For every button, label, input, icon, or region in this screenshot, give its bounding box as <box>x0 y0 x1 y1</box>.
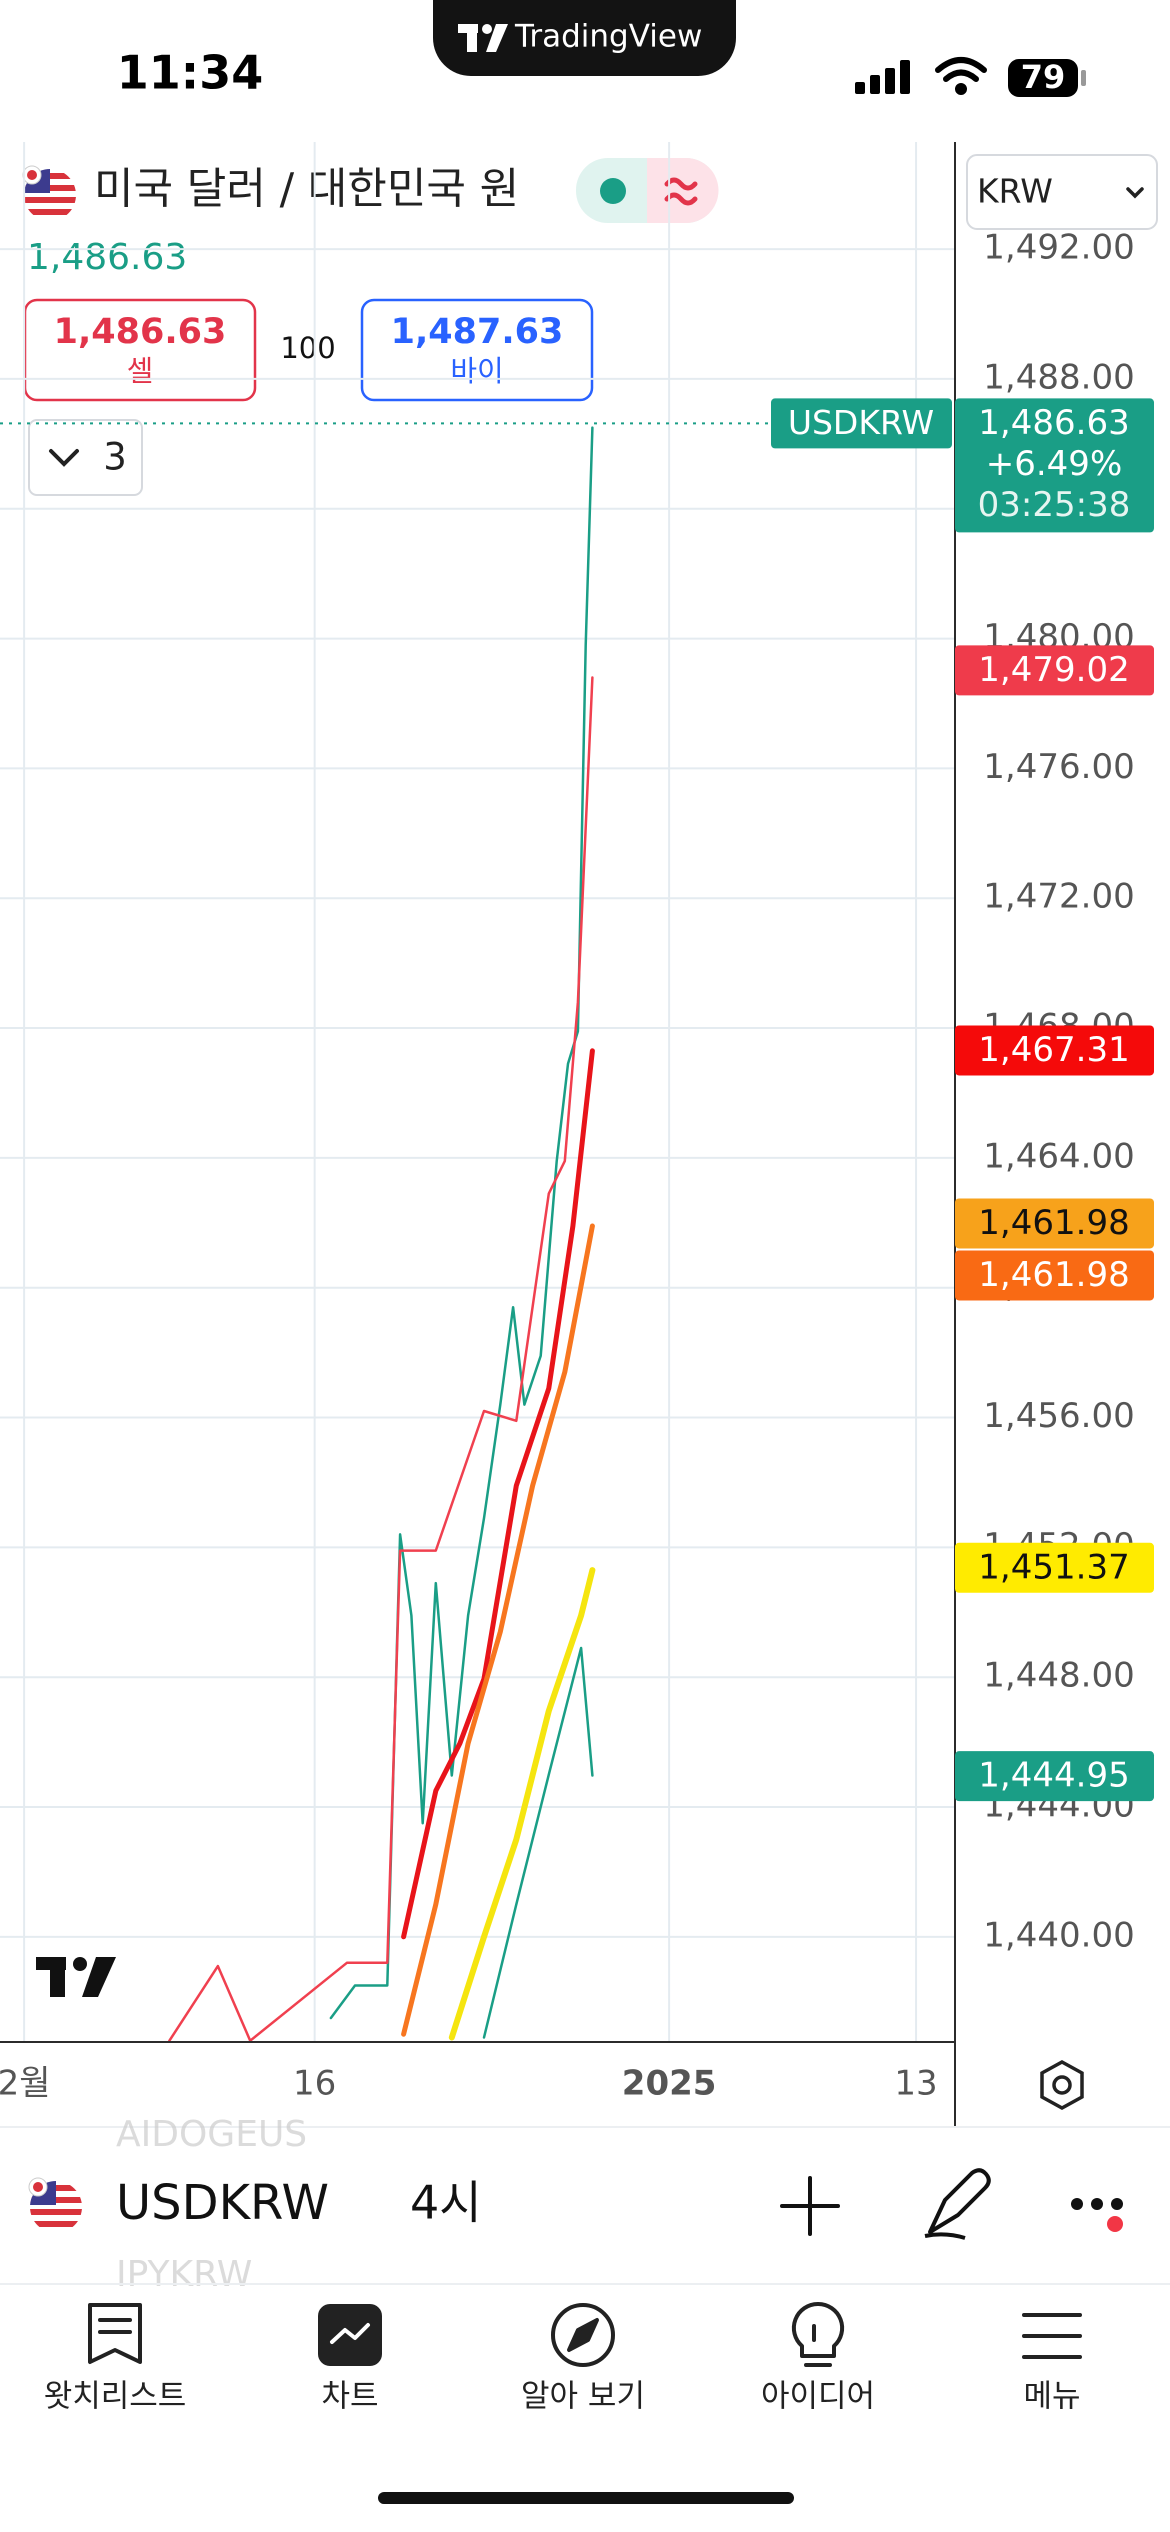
x-tick-label: 2025 <box>622 2064 717 2104</box>
chart-settings-icon[interactable] <box>1040 2060 1084 2110</box>
price-label-text: 1,451.37 <box>978 1547 1129 1587</box>
symbol[interactable]: USDKRW <box>116 2175 329 2231</box>
price-label <box>955 645 1154 696</box>
home-indicator <box>378 2492 794 2504</box>
wifi-icon <box>935 57 987 95</box>
x-tick-label: 13 <box>894 2064 937 2104</box>
nav-label[interactable]: 알아 보기 <box>521 2379 645 2415</box>
watermark-logo <box>36 1957 116 1997</box>
spread: 100 <box>280 331 335 365</box>
nav-label[interactable]: 왓치리스트 <box>44 2379 187 2415</box>
price-label-text: 1,467.31 <box>978 1030 1129 1070</box>
sell-label: 셀 <box>127 354 154 388</box>
price-label <box>955 1542 1154 1593</box>
y-tick-label: 1,488.00 <box>983 357 1134 397</box>
x-tick-label: 16 <box>293 2064 336 2104</box>
open-dot <box>600 178 626 204</box>
currency: KRW <box>977 172 1053 211</box>
price-label-text: 1,444.95 <box>978 1756 1129 1796</box>
price-label <box>955 1025 1154 1076</box>
indicators-toggle[interactable] <box>28 419 143 496</box>
plot <box>0 422 955 2042</box>
price-label-text: 1,461.98 <box>978 1203 1129 1243</box>
y-tick-label: 1,456.00 <box>983 1396 1134 1436</box>
price-tags: USDKRW 1,486.63+6.49%03:25:38 1,479.02 1,46… <box>771 398 1154 1802</box>
explore-icon[interactable] <box>551 2303 615 2367</box>
price-label <box>955 1250 1154 1301</box>
y-tick-label: 1,492.00 <box>983 228 1134 268</box>
series-line <box>401 1223 595 2037</box>
nav-label[interactable]: 메뉴 <box>1023 2379 1080 2415</box>
series-line <box>329 426 594 2020</box>
symbol-tag-label: USDKRW <box>788 403 934 442</box>
series-line <box>448 1567 596 2041</box>
y-tick-label: 1,448.00 <box>983 1656 1134 1696</box>
app-pill <box>433 0 736 76</box>
price-tag-countdown: 03:25:38 <box>978 485 1131 525</box>
watchlist-icon[interactable] <box>88 2303 142 2364</box>
price-label-text: 1,461.98 <box>978 1255 1129 1295</box>
next-symbol: IPYKRW <box>116 2254 252 2295</box>
menu-icon[interactable] <box>1022 2313 1082 2359</box>
y-tick-label: 1,472.00 <box>983 877 1134 917</box>
buy-label: 바이 <box>450 354 503 388</box>
battery-cap <box>1081 70 1086 86</box>
approx-icon <box>664 177 698 206</box>
interval[interactable]: 4시 <box>410 2176 482 2230</box>
app-name: TradingView <box>514 19 702 55</box>
series-line <box>401 1048 595 1940</box>
currency-select[interactable] <box>966 154 1158 230</box>
more-button[interactable] <box>1071 2198 1123 2232</box>
price-tag-change: +6.49% <box>986 444 1123 484</box>
chart-settings-dot <box>1052 2075 1072 2095</box>
price-tag <box>955 398 1154 533</box>
price-tag-value: 1,486.63 <box>978 403 1129 443</box>
y-tick-label: 1,464.00 <box>983 1136 1134 1176</box>
select-chevron <box>1126 187 1144 199</box>
app-logo <box>458 24 508 52</box>
price-label-text: 1,479.02 <box>978 650 1129 690</box>
buy-price: 1,487.63 <box>391 312 564 352</box>
grid <box>0 142 955 2042</box>
sell-price: 1,486.63 <box>54 312 227 352</box>
compass-needle <box>567 2318 599 2352</box>
add-button[interactable] <box>780 2176 840 2236</box>
chevron-icon <box>49 449 79 467</box>
x-tick-label: 2월 <box>0 2064 51 2104</box>
indicators-count: 3 <box>103 436 127 479</box>
ideas-icon[interactable] <box>791 2301 845 2367</box>
series-line <box>482 1646 594 2039</box>
price-label <box>955 1198 1154 1249</box>
nav-label[interactable]: 아이디어 <box>761 2379 875 2415</box>
battery-level: 79 <box>1021 58 1066 96</box>
prev-symbol: AIDOGEUS <box>116 2114 307 2155</box>
symbol-tag <box>771 398 952 449</box>
battery-icon <box>1008 59 1078 97</box>
price-label <box>955 1751 1154 1802</box>
series-line <box>168 676 594 2042</box>
draw-button[interactable] <box>924 2168 991 2240</box>
y-tick-label: 1,440.00 <box>983 1915 1134 1955</box>
delay-badge[interactable] <box>647 158 719 223</box>
status-time: 11:34 <box>117 46 263 100</box>
y-tick-label: 1,476.00 <box>983 747 1134 787</box>
nav-label[interactable]: 차트 <box>321 2379 378 2415</box>
chart-icon-line <box>330 2323 370 2344</box>
buy-button[interactable] <box>360 298 594 402</box>
signal-icon <box>855 60 910 94</box>
last-price: 1,486.63 <box>27 237 187 278</box>
pair-name[interactable]: 미국 달러 / 대한민국 원 <box>94 165 519 215</box>
